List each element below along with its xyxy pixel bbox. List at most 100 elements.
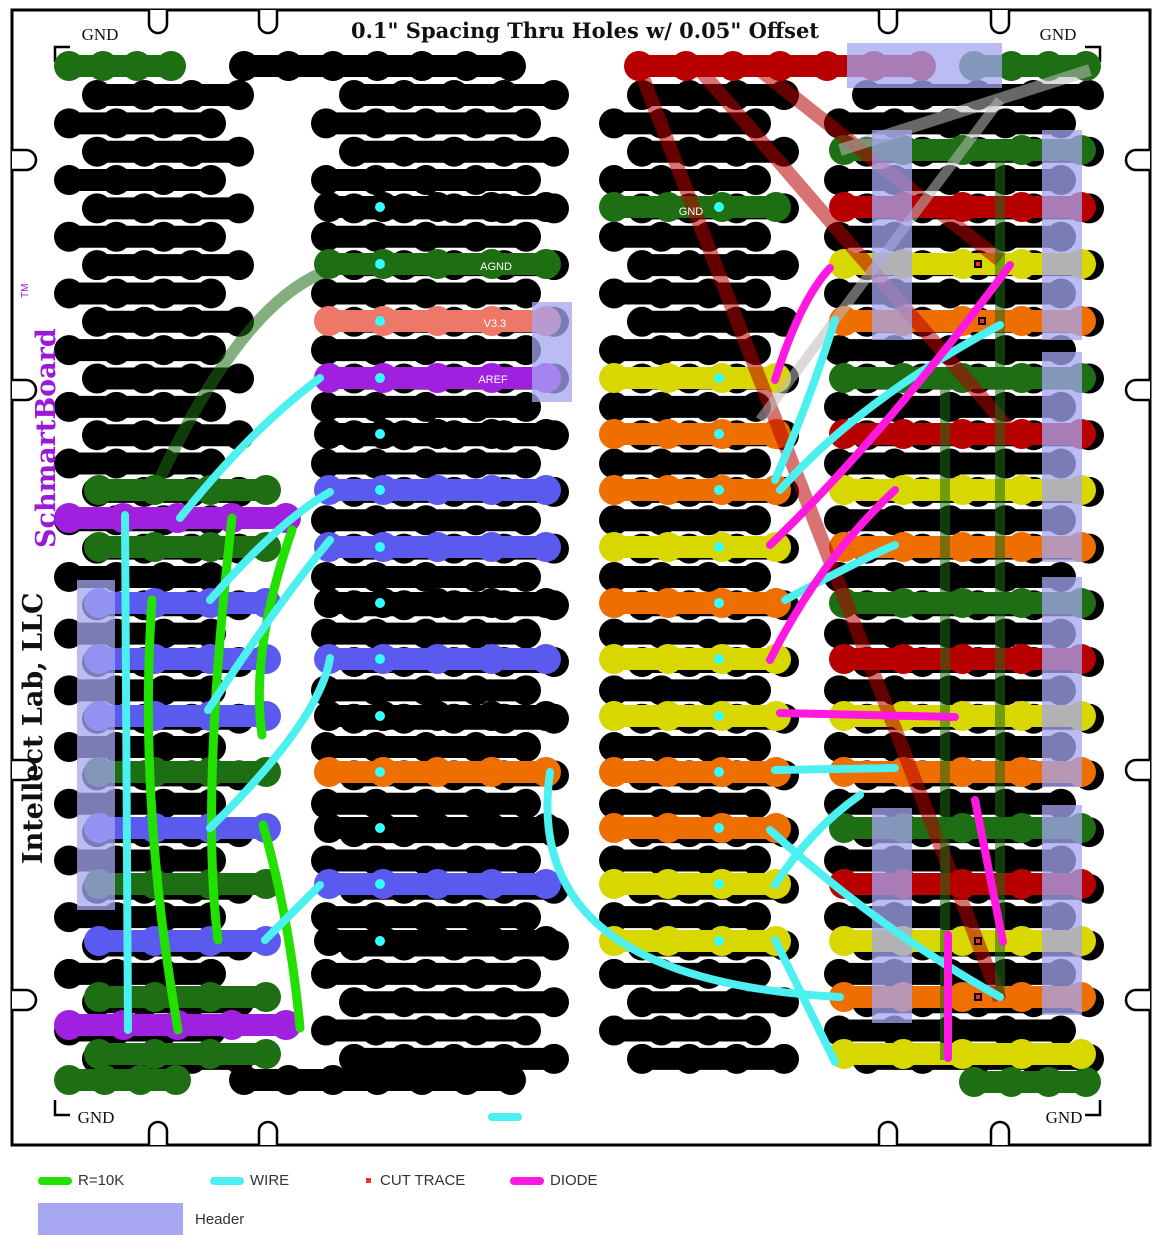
legend-resistor: R=10K: [38, 1172, 124, 1189]
pad: [829, 813, 859, 843]
board-notch: [1124, 148, 1150, 172]
gnd-label-top-left: GND: [82, 25, 119, 44]
pad: [599, 363, 629, 393]
pad-strip: [600, 736, 770, 759]
pad: [674, 1043, 705, 1074]
pad: [314, 813, 344, 843]
pad: [339, 987, 369, 1018]
pad: [653, 757, 683, 787]
via: [375, 259, 385, 269]
wire: [776, 321, 1004, 494]
pad: [422, 644, 453, 674]
pad: [361, 391, 391, 422]
net-label-aref: AREF: [478, 374, 508, 386]
net-strip: [85, 705, 280, 727]
resistor: [207, 513, 237, 945]
pad: [511, 165, 541, 196]
pad: [599, 448, 629, 479]
pad: [361, 221, 391, 252]
pad: [671, 51, 701, 81]
pad: [496, 1065, 526, 1095]
pad: [101, 221, 132, 252]
pad: [451, 1065, 482, 1095]
header: [847, 43, 1002, 88]
pad: [721, 1043, 752, 1074]
pad: [129, 363, 160, 394]
pad: [54, 51, 84, 81]
pad: [646, 448, 677, 479]
net-strip: [85, 986, 280, 1008]
pad: [195, 475, 226, 505]
pad-strip: [55, 282, 225, 305]
pad: [311, 958, 341, 989]
pad-strip: [600, 849, 770, 872]
pad: [161, 1065, 191, 1095]
pad: [362, 51, 393, 81]
pad: [599, 278, 629, 309]
pad: [311, 278, 341, 309]
pad: [314, 419, 344, 449]
pad: [311, 618, 341, 649]
pad: [599, 788, 629, 819]
pad: [411, 732, 441, 763]
board-title: 0.1" Spacing Thru Holes w/ 0.05" Offset: [351, 18, 819, 43]
pad: [361, 278, 391, 309]
pad: [531, 192, 561, 222]
pad: [54, 902, 84, 933]
pad: [674, 250, 705, 281]
pad: [314, 926, 344, 956]
pad: [411, 221, 441, 252]
pad: [599, 902, 629, 933]
wire-swatch: [210, 1176, 244, 1185]
pad: [653, 701, 683, 731]
pad: [476, 532, 507, 562]
pad: [461, 675, 491, 706]
pad: [82, 193, 112, 224]
pad: [646, 845, 677, 876]
pad: [311, 221, 341, 252]
net-strip: [600, 423, 790, 445]
pad: [693, 902, 724, 933]
pad: [627, 306, 657, 337]
pad: [653, 588, 683, 618]
pad: [599, 588, 629, 618]
net-strip: [85, 817, 280, 839]
pad: [511, 845, 541, 876]
pad: [599, 1015, 629, 1046]
cut-trace: [980, 319, 984, 323]
pad: [1046, 1015, 1076, 1046]
pad: [411, 448, 441, 479]
pad: [156, 51, 186, 81]
pad: [646, 165, 677, 196]
pad-strip: [600, 906, 770, 929]
pad: [422, 306, 453, 336]
pad: [224, 193, 254, 224]
pad: [311, 1015, 341, 1046]
via: [714, 823, 724, 833]
pad: [829, 192, 859, 222]
pad: [196, 278, 226, 309]
pad-strip: [600, 225, 770, 248]
pad: [539, 80, 569, 110]
pad: [196, 958, 226, 989]
pad: [511, 448, 541, 479]
pad: [824, 618, 854, 649]
net-strip: [85, 930, 280, 952]
pad: [741, 788, 771, 819]
net-strip: [85, 1043, 280, 1065]
pad: [599, 165, 629, 196]
pad: [947, 249, 978, 279]
pad: [101, 335, 132, 366]
pad: [407, 1065, 437, 1095]
pad: [54, 391, 84, 422]
pad: [314, 306, 344, 336]
pad: [148, 732, 179, 763]
pad: [224, 136, 254, 167]
pad: [599, 675, 629, 706]
pad-strip: [83, 254, 253, 277]
board-notch: [1124, 758, 1150, 782]
pad: [674, 987, 705, 1018]
pad: [361, 108, 391, 139]
pad: [314, 363, 344, 393]
pad: [54, 675, 84, 706]
